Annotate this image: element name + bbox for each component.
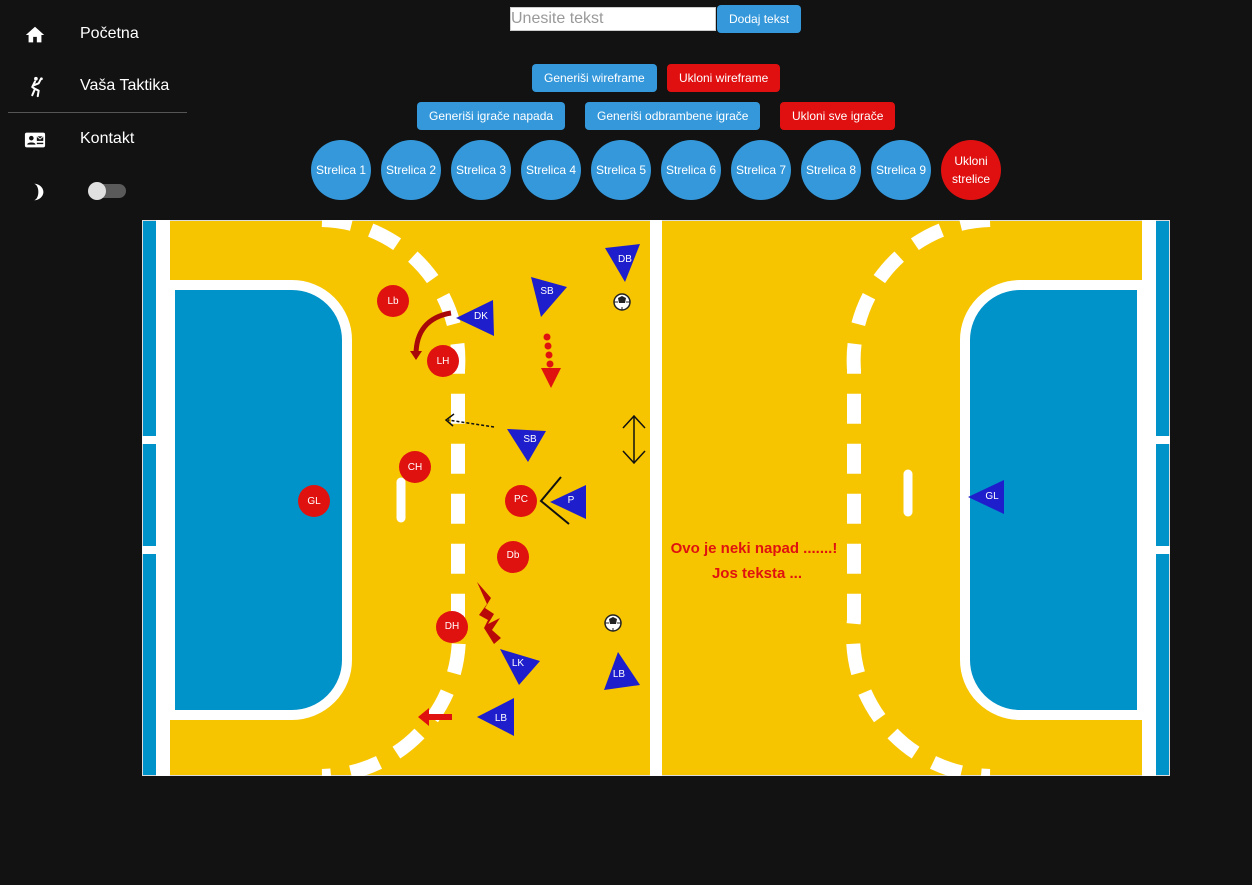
player-label: DB — [618, 254, 632, 265]
player-label: LK — [512, 658, 525, 669]
annotation-text-line2[interactable]: Jos teksta ... — [712, 565, 802, 582]
annotation-text-line1[interactable]: Ovo je neki napad .......! — [671, 540, 838, 557]
player-label: SB — [540, 286, 554, 297]
screen-mark[interactable] — [539, 476, 570, 525]
nav-label-contact: Kontakt — [80, 130, 135, 147]
player-label: LH — [437, 356, 450, 367]
dark-mode-toggle[interactable] — [88, 182, 126, 200]
left-goal-area — [165, 280, 352, 720]
arrow-8-button[interactable]: Strelica 8 — [801, 140, 861, 200]
remove-arrows-button[interactable]: Ukloni strelice — [941, 140, 1001, 200]
attacker-player[interactable]: CH — [399, 451, 431, 483]
right-free-throw-line — [846, 220, 991, 776]
defender-player[interactable]: LB — [604, 652, 640, 690]
player-label: Lb — [387, 296, 399, 307]
attacker-player[interactable]: LH — [427, 345, 459, 377]
arrow-2-button[interactable]: Strelica 2 — [381, 140, 441, 200]
zigzag-arrow[interactable] — [477, 582, 501, 644]
dotted-arrow-down[interactable] — [541, 333, 561, 389]
arrow-5-button[interactable]: Strelica 5 — [591, 140, 651, 200]
attacker-player[interactable]: GL — [298, 485, 330, 517]
player-label: GL — [307, 496, 321, 507]
contact-card-icon — [24, 132, 46, 148]
player-label: PC — [514, 494, 528, 505]
ball-icon[interactable] — [604, 614, 622, 632]
remove-arrows-line1: Ukloni — [954, 154, 988, 168]
arrow-9-button[interactable]: Strelica 9 — [871, 140, 931, 200]
ball-icon[interactable] — [613, 293, 631, 311]
attacker-player[interactable]: DH — [436, 611, 468, 643]
generate-defense-players-button[interactable]: Generiši odbrambene igrače — [585, 102, 761, 130]
add-text-button[interactable]: Dodaj tekst — [717, 5, 802, 33]
red-arrow-left[interactable] — [418, 708, 452, 726]
nav-item-home[interactable]: Početna — [8, 8, 187, 60]
player-label: SB — [523, 434, 537, 445]
moon-icon — [34, 183, 44, 201]
attacker-player[interactable]: Db — [497, 541, 529, 573]
defender-player[interactable]: SB — [531, 277, 567, 317]
attacker-player[interactable]: Lb — [377, 285, 409, 317]
player-label: Db — [507, 550, 520, 561]
player-label: GL — [985, 491, 999, 502]
player-label: DH — [445, 621, 459, 632]
nav-label-home: Početna — [80, 25, 139, 42]
curved-arrow[interactable] — [413, 310, 452, 356]
attacker-player[interactable]: PC — [505, 485, 537, 517]
theme-toggle-row — [8, 165, 187, 217]
arrow-4-button[interactable]: Strelica 4 — [521, 140, 581, 200]
defender-player[interactable]: LB — [477, 698, 514, 736]
defender-player[interactable]: DK — [456, 300, 494, 336]
arrow-7-button[interactable]: Strelica 7 — [731, 140, 791, 200]
nav-item-tactics[interactable]: Vaša Taktika — [8, 60, 187, 112]
nav-divider — [8, 112, 187, 113]
toggle-knob — [88, 182, 106, 200]
defender-player[interactable]: P — [550, 485, 586, 519]
generate-wireframe-button[interactable]: Generiši wireframe — [532, 64, 657, 92]
player-label: P — [568, 495, 575, 506]
player-label: LB — [495, 713, 508, 724]
defender-player[interactable]: DB — [605, 244, 640, 282]
defender-player[interactable]: LK — [500, 649, 540, 685]
handball-court[interactable]: DB SB DK SB P GL LK LB LB Lb LH CH GL PC… — [142, 220, 1170, 776]
right-goal-area — [960, 280, 1147, 720]
nav-label-tactics: Vaša Taktika — [80, 77, 170, 94]
home-icon — [25, 26, 45, 43]
dashed-arrow-left[interactable] — [444, 413, 495, 428]
remove-arrows-line2: strelice — [951, 172, 990, 186]
player-label: LB — [613, 669, 626, 680]
defender-player[interactable]: SB — [507, 429, 546, 462]
player-label: DK — [474, 311, 488, 322]
handball-player-icon — [31, 76, 43, 98]
text-input[interactable] — [510, 7, 716, 31]
generate-attack-players-button[interactable]: Generiši igrače napada — [417, 102, 566, 130]
arrow-3-button[interactable]: Strelica 3 — [451, 140, 511, 200]
nav-item-contact[interactable]: Kontakt — [8, 113, 187, 165]
remove-wireframe-button[interactable]: Ukloni wireframe — [667, 64, 781, 92]
arrow-1-button[interactable]: Strelica 1 — [311, 140, 371, 200]
arrow-6-button[interactable]: Strelica 6 — [661, 140, 721, 200]
sidebar-nav: Početna Vaša Taktika Kontakt — [8, 8, 187, 217]
player-label: CH — [408, 462, 422, 473]
defender-player[interactable]: GL — [968, 480, 1004, 514]
remove-all-players-button[interactable]: Ukloni sve igrače — [780, 102, 896, 130]
double-arrow-vertical[interactable] — [622, 414, 646, 465]
